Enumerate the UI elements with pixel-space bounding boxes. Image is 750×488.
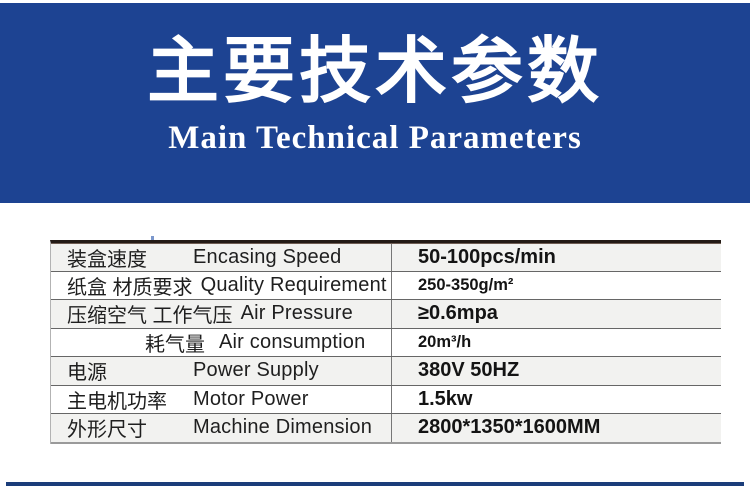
parameter-name-chinese: 电源 — [67, 362, 107, 385]
parameter-label-cell: 耗气量 Air consumption — [51, 329, 391, 357]
parameter-name-chinese: 主电机功率 — [67, 390, 167, 413]
parameter-name-english: Power Supply — [193, 359, 319, 382]
table-row: 装盒速度 Encasing Speed 50-100pcs/min — [51, 243, 721, 272]
parameter-name-chinese: 装盒速度 — [67, 248, 147, 271]
parameter-label-cell: 纸盒 材质要求 Quality Requirement — [51, 272, 391, 300]
parameter-value-cell: 20m³/h — [391, 328, 721, 356]
parameter-label-cell: 外形尺寸 Machine Dimension — [51, 414, 391, 442]
parameter-name-english: Air Pressure — [240, 302, 353, 325]
page-title-english: Main Technical Parameters — [168, 120, 582, 156]
parameter-name-english: Machine Dimension — [193, 416, 373, 439]
header-banner: 主要技术参数 Main Technical Parameters — [0, 3, 750, 203]
parameter-value-cell: 2800*1350*1600MM — [391, 414, 721, 442]
parameter-label-cell: 电源 Power Supply — [51, 357, 391, 385]
parameter-value-cell: 250-350g/m² — [391, 271, 721, 299]
blue-tick-mark — [151, 236, 154, 241]
table-row: 主电机功率 Motor Power 1.5kw — [51, 385, 721, 414]
parameter-name-english: Motor Power — [193, 387, 309, 410]
parameter-name-chinese: 外形尺寸 — [67, 419, 147, 442]
parameter-label-cell: 主电机功率 Motor Power — [51, 386, 391, 414]
parameter-value-cell: 50-100pcs/min — [391, 244, 721, 271]
table-row: 压缩空气 工作气压 Air Pressure ≥0.6mpa — [51, 300, 721, 329]
table-row: 电源 Power Supply 380V 50HZ — [51, 357, 721, 386]
parameter-name-chinese: 压缩空气 工作气压 — [67, 305, 233, 328]
parameter-name-chinese: 耗气量 — [145, 333, 205, 356]
parameter-label-cell: 压缩空气 工作气压 Air Pressure — [51, 300, 391, 328]
parameter-name-chinese: 纸盒 材质要求 — [67, 276, 193, 299]
table-row: 耗气量 Air consumption 20m³/h — [51, 328, 721, 357]
table-row: 外形尺寸 Machine Dimension 2800*1350*1600MM — [51, 414, 721, 444]
parameter-name-english: Quality Requirement — [200, 273, 387, 296]
bottom-divider-bar — [6, 482, 744, 486]
parameter-name-english: Encasing Speed — [193, 245, 342, 268]
parameter-value-cell: ≥0.6mpa — [391, 300, 721, 328]
parameter-name-english: Air consumption — [219, 330, 366, 353]
table-row: 纸盒 材质要求 Quality Requirement 250-350g/m² — [51, 271, 721, 300]
parameter-value-cell: 380V 50HZ — [391, 357, 721, 385]
page-title-chinese: 主要技术参数 — [146, 29, 603, 113]
spec-table: 装盒速度 Encasing Speed 50-100pcs/min 纸盒 材质要求 Qu… — [50, 240, 721, 444]
parameter-label-cell: 装盒速度 Encasing Speed — [51, 244, 391, 271]
parameter-value-cell: 1.5kw — [391, 385, 721, 413]
